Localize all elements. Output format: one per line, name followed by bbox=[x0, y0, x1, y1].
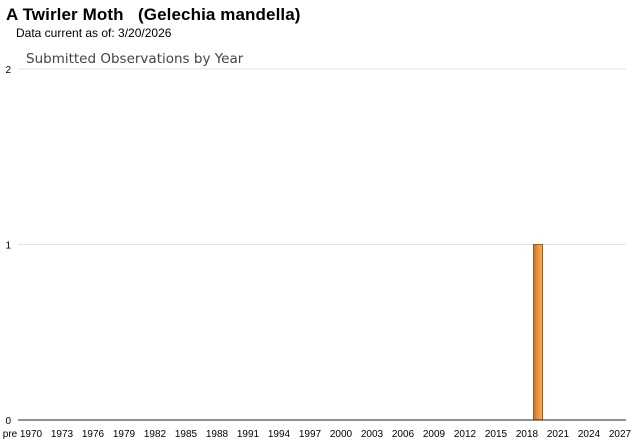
x-tick-label: 2006 bbox=[392, 429, 415, 440]
x-tick-label: 1970 bbox=[20, 429, 43, 440]
x-tick-labels: pre 1970 1973 1976 1979 1982 1985 1988 1991 1994 1… bbox=[3, 429, 632, 440]
y-tick-label: 1 bbox=[5, 241, 11, 252]
x-tick-label: pre bbox=[3, 429, 18, 440]
x-tick-label: 1994 bbox=[268, 429, 291, 440]
y-tick-labels: 0 1 2 bbox=[5, 65, 11, 427]
x-tick-label: 2009 bbox=[423, 429, 446, 440]
bar-2018 bbox=[533, 244, 543, 421]
x-tick-label: 2000 bbox=[330, 429, 353, 440]
y-tick-label: 0 bbox=[5, 416, 11, 427]
x-tick-label: 1976 bbox=[82, 429, 105, 440]
x-tick-label: 2021 bbox=[547, 429, 570, 440]
species-title: A Twirler Moth (Gelechia mandella) bbox=[6, 5, 301, 24]
x-tick-label: 2015 bbox=[485, 429, 508, 440]
data-current-date: Data current as of: 3/20/2026 bbox=[16, 26, 172, 40]
x-tick-label: 1973 bbox=[51, 429, 74, 440]
chart-title: Submitted Observations by Year bbox=[26, 51, 244, 67]
x-tick-label: 1985 bbox=[175, 429, 198, 440]
grid-lines bbox=[18, 68, 626, 245]
x-tick-label: 1991 bbox=[237, 429, 260, 440]
y-tick-label: 2 bbox=[5, 65, 11, 76]
bars bbox=[533, 244, 543, 421]
x-tick-label: 2027 bbox=[609, 429, 632, 440]
x-tick-label: 2003 bbox=[361, 429, 384, 440]
x-tick-label: 1982 bbox=[144, 429, 167, 440]
x-tick-label: 2024 bbox=[578, 429, 601, 440]
x-tick-label: 1979 bbox=[113, 429, 136, 440]
x-tick-label: 1997 bbox=[299, 429, 322, 440]
x-tick-label: 2018 bbox=[516, 429, 539, 440]
x-tick-label: 2012 bbox=[454, 429, 477, 440]
x-tick-label: 1988 bbox=[206, 429, 229, 440]
